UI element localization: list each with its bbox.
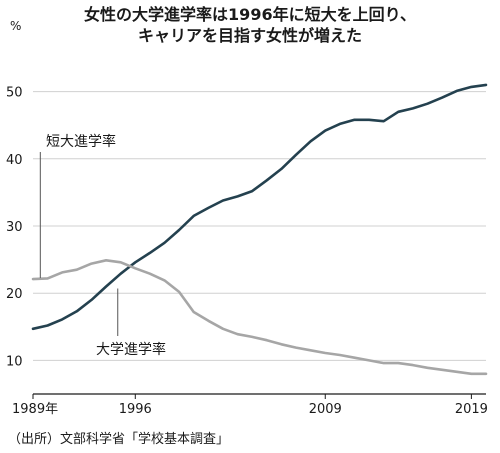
chart-title-line-2: キャリアを目指す女性が増えた (137, 26, 362, 45)
x-tick-label-2009: 2009 (309, 402, 342, 417)
series-label-1: 大学進学率 (96, 341, 166, 358)
chart-title-line-1: 女性の大学進学率は1996年に短大を上回り、 (84, 5, 416, 24)
y-tick-label-40: 40 (6, 153, 23, 168)
source-note: （出所）文部科学省「学校基本調査」 (8, 432, 230, 447)
series-label-2: 短大進学率 (46, 133, 116, 150)
x-axis: 1989年 1996 2009 2019 (12, 393, 488, 417)
series-lines (31, 83, 488, 376)
x-tick-label-1989: 1989年 (12, 402, 58, 417)
series-line-1 (31, 83, 488, 331)
y-axis: % 10 20 30 40 50 (6, 19, 23, 369)
x-tick-label-1996: 1996 (119, 402, 152, 417)
y-tick-label-30: 30 (6, 220, 23, 235)
y-tick-label-10: 10 (6, 354, 23, 369)
gridlines (33, 91, 486, 361)
y-unit-label: % (10, 19, 21, 33)
y-tick-label-50: 50 (6, 86, 23, 101)
y-tick-label-20: 20 (6, 287, 23, 302)
x-tick-label-2019: 2019 (455, 402, 488, 417)
series-line-2 (31, 258, 488, 376)
